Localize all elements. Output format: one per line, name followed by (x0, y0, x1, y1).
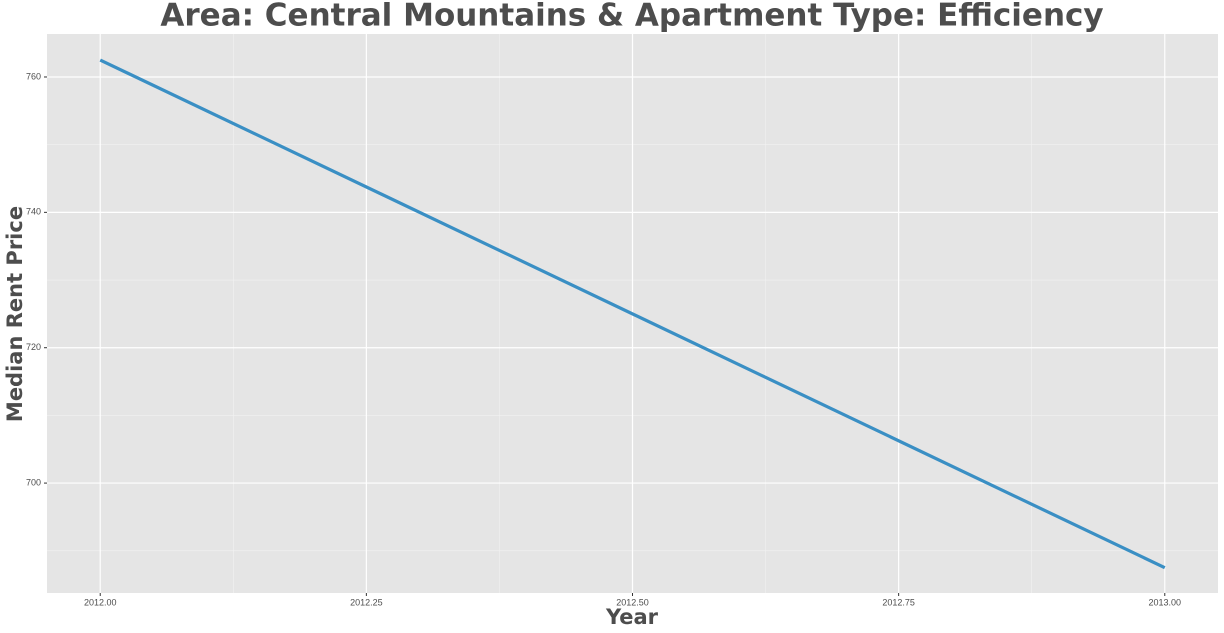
y-tick-label: 720 (26, 342, 41, 352)
x-tick-label: 2012.50 (616, 597, 649, 607)
y-axis-label: Median Rent Price (3, 206, 27, 422)
chart-title: Area: Central Mountains & Apartment Type… (160, 0, 1103, 34)
x-tick-label: 2012.00 (84, 597, 117, 607)
x-tick-label: 2012.75 (882, 597, 915, 607)
x-tick-label: 2013.00 (1148, 597, 1181, 607)
x-axis-label: Year (605, 605, 659, 629)
y-tick-label: 700 (26, 477, 41, 487)
y-tick-label: 760 (26, 71, 41, 81)
x-tick-label: 2012.25 (350, 597, 383, 607)
y-tick-label: 740 (26, 207, 41, 217)
data-line (99, 58, 1166, 570)
